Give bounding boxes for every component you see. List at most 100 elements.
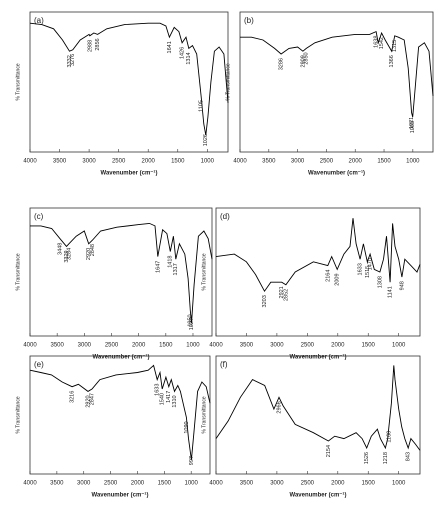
x-tick-label: 1500	[377, 159, 391, 165]
y-axis-label: % Transmittance	[201, 253, 207, 290]
spectrum-line	[215, 218, 421, 293]
peak-label: 3276	[70, 54, 76, 66]
peak-label: 1515	[365, 266, 371, 278]
plot-frame	[29, 207, 213, 337]
peak-label: 1027	[189, 318, 195, 330]
peak-label: 2850	[304, 52, 310, 64]
x-tick-label: 1500	[362, 481, 376, 487]
peak-label: 1540	[160, 393, 166, 405]
plot-frame	[215, 207, 421, 337]
peak-label: 1105	[199, 100, 205, 112]
peak-label: 1526	[364, 452, 370, 464]
x-tick-label: 1000	[406, 159, 420, 165]
peak-label: 3284	[66, 248, 72, 260]
peak-label: 1366	[389, 55, 395, 67]
x-tick-label: 2500	[301, 343, 315, 349]
peak-label: 1633	[155, 384, 161, 396]
x-tick-label: 3500	[50, 343, 64, 349]
x-tick-label: 1500	[362, 343, 376, 349]
peak-label: 2009	[335, 273, 341, 285]
peak-label: 1426	[180, 47, 186, 59]
spectrum-line	[29, 364, 211, 460]
peak-label: 2920	[85, 395, 91, 407]
spectrum-line	[30, 222, 213, 324]
peak-label: 1050	[188, 314, 194, 326]
x-axis-label: Wavenumber (cm⁻¹)	[290, 492, 347, 499]
x-tick-label: 4000	[209, 343, 223, 349]
x-tick-label: 2000	[132, 343, 146, 349]
peak-label: 1310	[172, 395, 178, 407]
x-tick-label: 4000	[23, 159, 37, 165]
x-tick-label: 2500	[301, 481, 315, 487]
x-tick-label: 3500	[262, 159, 276, 165]
x-tick-label: 3000	[82, 159, 96, 165]
x-tick-label: 2000	[331, 481, 345, 487]
x-tick-label: 3000	[270, 343, 284, 349]
x-tick-label: 2000	[131, 481, 145, 487]
peak-label: 1641	[167, 41, 173, 53]
x-tick-label: 4000	[23, 343, 37, 349]
x-tick-label: 2000	[331, 343, 345, 349]
peak-label: 3216	[70, 391, 76, 403]
x-tick-label: 2500	[105, 343, 119, 349]
peak-label: 997	[189, 456, 195, 465]
x-axis-label: Wavenumber (cm⁻¹)	[92, 492, 149, 499]
x-tick-label: 4000	[233, 159, 247, 165]
x-tick-label: 1000	[186, 343, 200, 349]
panel-label: (f)	[220, 360, 228, 369]
y-axis-label: % Transmittance	[15, 396, 21, 433]
peak-label: 2856	[95, 38, 101, 50]
x-tick-label: 3000	[270, 481, 284, 487]
peak-label: 1470	[368, 258, 374, 270]
x-tick-label: 1000	[392, 343, 406, 349]
peak-label: 2921	[279, 286, 285, 298]
peak-label: 3329	[64, 250, 70, 262]
x-tick-label: 4000	[23, 481, 37, 487]
peak-label: 1026	[203, 134, 209, 146]
peak-label: 1090	[184, 421, 190, 433]
x-tick-label: 1500	[158, 481, 172, 487]
panel-label: (d)	[220, 212, 230, 221]
peak-label: 3332	[67, 55, 73, 67]
x-axis-label: Wavenumber (cm⁻¹)	[101, 170, 158, 177]
x-tick-label: 3500	[240, 481, 254, 487]
x-tick-label: 3500	[240, 343, 254, 349]
peak-label: 2909	[300, 55, 306, 67]
panel-label: (c)	[34, 212, 44, 221]
peak-label: 1141	[388, 286, 394, 298]
spectrum-line	[215, 365, 421, 451]
peak-label: 3286	[279, 58, 285, 70]
peak-label: 1315	[392, 40, 398, 52]
x-tick-label: 3000	[78, 343, 92, 349]
spectrum-line	[29, 22, 229, 136]
peak-label: 2848	[90, 244, 96, 256]
peak-label: 1542	[379, 37, 385, 49]
peak-label: 1218	[383, 452, 389, 464]
x-tick-label: 2500	[320, 159, 334, 165]
peak-label: 1417	[166, 391, 172, 403]
peak-label: 1633	[358, 263, 364, 275]
peak-label: 948	[399, 281, 405, 290]
peak-label: 2966	[276, 401, 282, 413]
y-axis-label: % Transmittance	[225, 63, 231, 100]
plot-frame	[239, 11, 434, 153]
peak-label: 2920	[86, 248, 92, 260]
peak-label: 1314	[186, 52, 192, 64]
peak-label: 3448	[57, 243, 63, 255]
x-tick-label: 3000	[291, 159, 305, 165]
x-axis-label: Wavenumber (cm⁻¹)	[290, 354, 347, 361]
x-tick-label: 1000	[201, 159, 215, 165]
peak-label: 1317	[173, 263, 179, 275]
x-tick-label: 1000	[185, 481, 199, 487]
peak-label: 2852	[283, 289, 289, 301]
x-tick-label: 1500	[159, 343, 173, 349]
plot-frame	[29, 355, 211, 475]
x-tick-label: 2500	[112, 159, 126, 165]
plot-frame	[215, 355, 421, 475]
peak-label: 1003	[410, 121, 416, 133]
peak-label: 843	[406, 452, 412, 461]
x-tick-label: 3000	[77, 481, 91, 487]
x-tick-label: 3500	[53, 159, 67, 165]
peak-label: 2154	[326, 445, 332, 457]
